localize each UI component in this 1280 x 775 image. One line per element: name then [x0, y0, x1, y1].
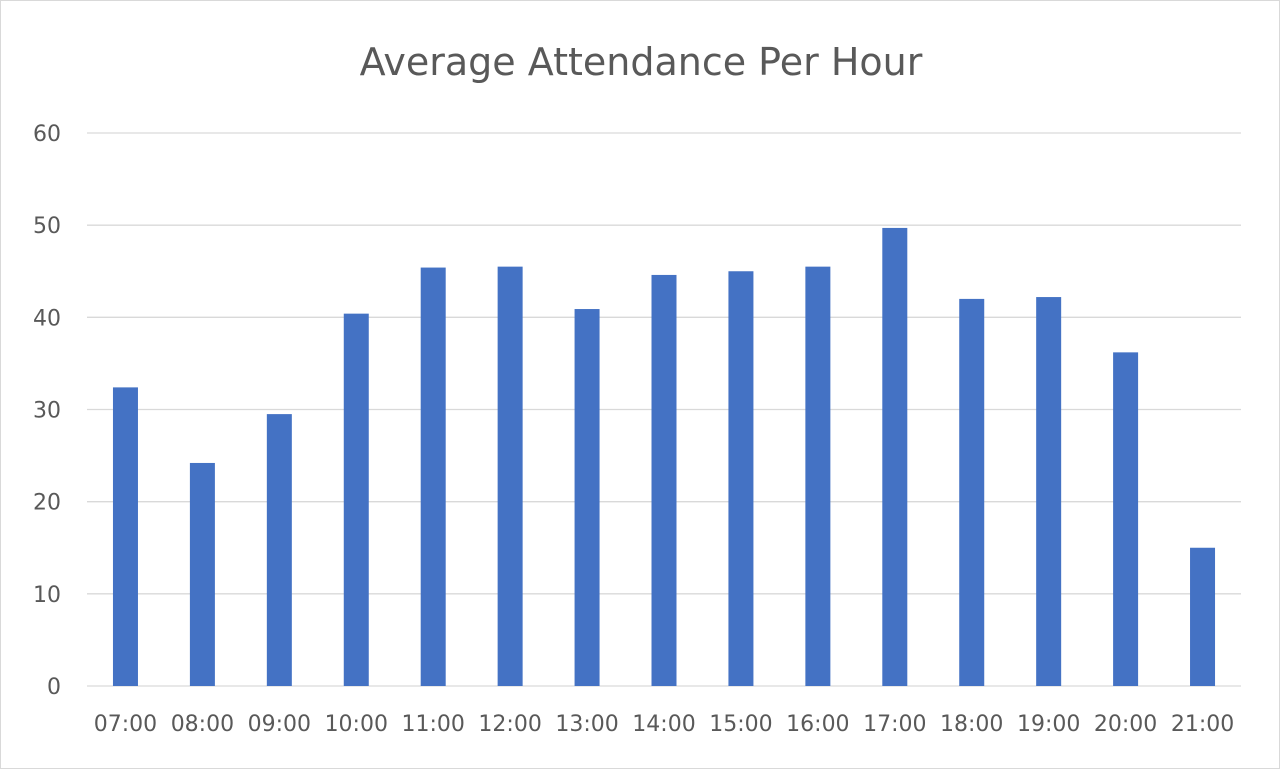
bar-13:00 [574, 309, 600, 686]
bar-14:00 [651, 274, 677, 686]
bar-17:00 [882, 227, 908, 686]
y-tick-label: 10 [33, 583, 61, 608]
bar-09:00 [266, 414, 292, 686]
x-tick-label: 21:00 [1171, 712, 1234, 737]
x-tick-label: 10:00 [325, 712, 388, 737]
x-tick-label: 17:00 [863, 712, 926, 737]
bar-11:00 [420, 267, 446, 686]
x-tick-label: 07:00 [94, 712, 157, 737]
bar-07:00 [112, 387, 138, 686]
x-tick-label: 19:00 [1017, 712, 1080, 737]
x-tick-label: 18:00 [940, 712, 1003, 737]
x-tick-label: 11:00 [401, 712, 464, 737]
bar-10:00 [343, 313, 369, 686]
x-tick-label: 13:00 [555, 712, 618, 737]
bar-16:00 [805, 266, 831, 686]
y-tick-label: 40 [33, 306, 61, 331]
y-tick-label: 50 [33, 214, 61, 239]
bar-21:00 [1190, 547, 1216, 686]
x-tick-label: 20:00 [1094, 712, 1157, 737]
x-tick-label: 09:00 [248, 712, 311, 737]
bar-08:00 [189, 462, 215, 686]
y-tick-label: 60 [33, 122, 61, 147]
y-tick-label: 30 [33, 399, 61, 424]
y-tick-label: 20 [33, 491, 61, 516]
y-tick-label: 0 [47, 675, 61, 700]
bar-18:00 [959, 298, 985, 686]
bar-19:00 [1036, 297, 1062, 686]
x-tick-label: 16:00 [786, 712, 849, 737]
x-tick-label: 14:00 [632, 712, 695, 737]
bar-12:00 [497, 266, 523, 686]
x-tick-label: 08:00 [171, 712, 234, 737]
x-tick-label: 15:00 [709, 712, 772, 737]
chart-title: Average Attendance Per Hour [360, 40, 923, 84]
bar-20:00 [1113, 352, 1139, 686]
x-tick-label: 12:00 [478, 712, 541, 737]
bar-15:00 [728, 271, 754, 686]
